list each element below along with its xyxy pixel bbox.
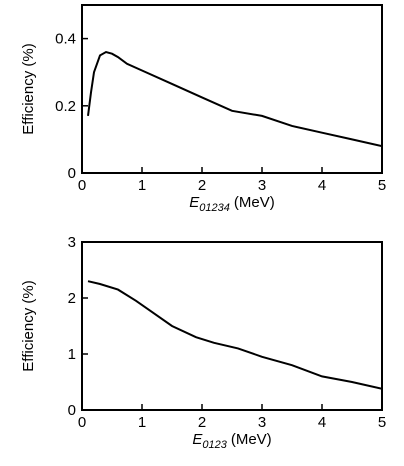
x-tick-label: 4 bbox=[318, 414, 326, 431]
x-axis-label: E0123 (MeV) bbox=[192, 431, 271, 451]
x-tick-label: 5 bbox=[378, 177, 386, 194]
data-line bbox=[87, 50, 383, 148]
x-label-unit: (MeV) bbox=[234, 194, 275, 211]
y-tick-label: 3 bbox=[68, 234, 76, 251]
x-label-symbol: E bbox=[189, 194, 200, 211]
y-tick-label: 0 bbox=[68, 402, 76, 419]
y-tick-label: 2 bbox=[68, 290, 76, 307]
y-tick-label: 0.4 bbox=[55, 31, 76, 48]
y-tick-label: 0.2 bbox=[55, 98, 76, 115]
y-tick-label: 0 bbox=[68, 165, 76, 182]
x-label-subscript: 0123 bbox=[202, 439, 227, 451]
x-tick-label: 0 bbox=[78, 177, 86, 194]
x-tick-label: 2 bbox=[198, 177, 206, 194]
x-label-symbol: E bbox=[192, 431, 203, 448]
x-tick-label: 5 bbox=[378, 414, 386, 431]
x-tick-label: 4 bbox=[318, 177, 326, 194]
data-line bbox=[87, 280, 383, 390]
x-tick-label: 3 bbox=[258, 414, 266, 431]
x-tick-label: 3 bbox=[258, 177, 266, 194]
x-tick-label: 0 bbox=[78, 414, 86, 431]
x-label-subscript: 01234 bbox=[199, 202, 230, 214]
x-tick-label: 2 bbox=[198, 414, 206, 431]
x-tick-label: 1 bbox=[138, 414, 146, 431]
plot-frame bbox=[81, 4, 383, 174]
x-tick-label: 1 bbox=[138, 177, 146, 194]
y-axis-label: Efficiency (%) bbox=[20, 280, 37, 371]
x-label-unit: (MeV) bbox=[231, 431, 272, 448]
x-axis-label: E01234 (MeV) bbox=[189, 194, 274, 214]
plot-frame bbox=[81, 241, 383, 411]
y-axis-label: Efficiency (%) bbox=[20, 43, 37, 134]
y-tick-label: 1 bbox=[68, 346, 76, 363]
